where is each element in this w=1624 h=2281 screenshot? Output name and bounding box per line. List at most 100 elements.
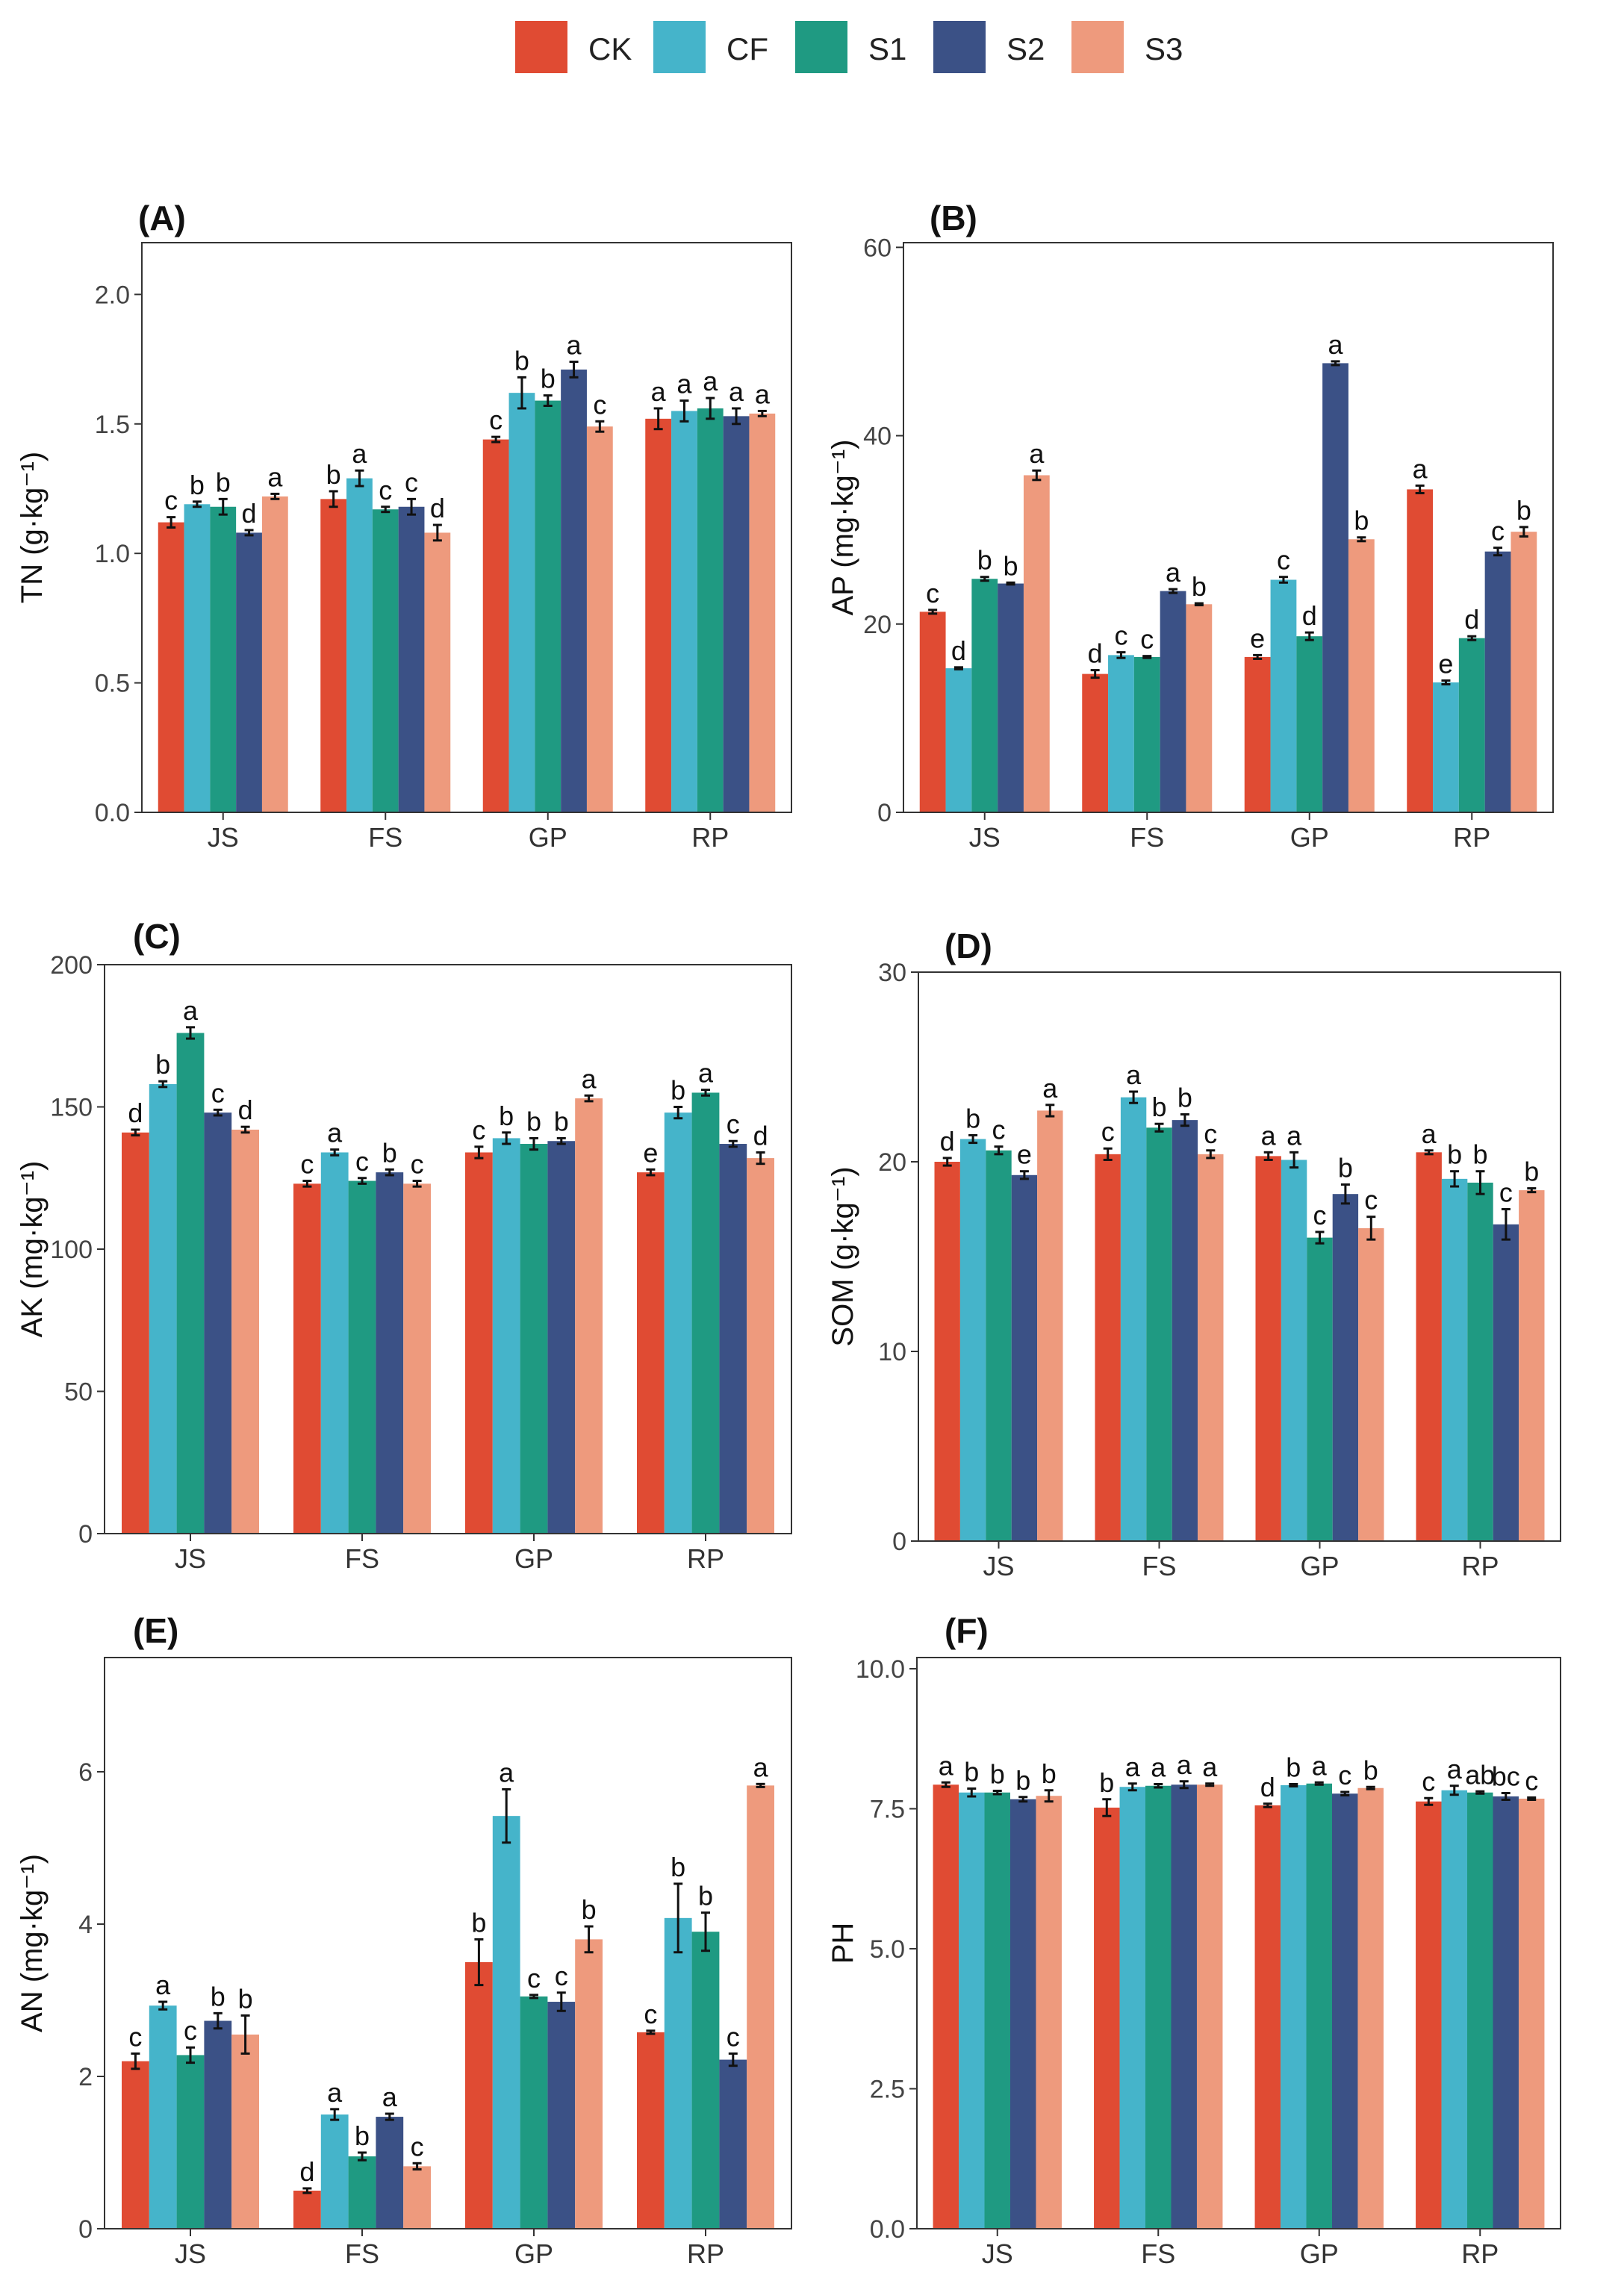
bar-cf-js <box>184 504 211 812</box>
panel-label: (B) <box>930 199 977 237</box>
error-bar <box>728 1139 738 1148</box>
bar-s3-js <box>1036 1796 1062 2229</box>
bar-s1-fs <box>348 1180 376 1534</box>
y-tick-label: 10.0 <box>856 1655 905 1684</box>
error-bar <box>385 1168 394 1177</box>
bar-s2-gp <box>547 2002 576 2229</box>
error-bar <box>1129 1090 1139 1104</box>
y-tick-label: 10 <box>878 1338 906 1366</box>
bar-s1-rp <box>1467 1792 1493 2229</box>
significance-letter: a <box>1151 1752 1166 1783</box>
bar-cf-js <box>149 1084 177 1534</box>
legend-swatch <box>653 21 706 73</box>
plot-frame <box>903 242 1554 813</box>
significance-letter: c <box>1525 1766 1538 1796</box>
y-tick-label: 5.0 <box>870 1935 905 1964</box>
bar-s1-gp <box>535 400 561 812</box>
significance-letter: b <box>582 1894 597 1925</box>
error-bar <box>1527 1187 1537 1194</box>
bar-s1-rp <box>1467 1182 1493 1541</box>
bar-s2-js <box>1011 1174 1038 1541</box>
bar-ck-gp <box>1244 656 1271 812</box>
bar-s2-gp <box>1332 1194 1359 1541</box>
error-bar <box>1179 1780 1189 1790</box>
significance-letter: b <box>671 1075 685 1106</box>
error-bar <box>358 1177 367 1185</box>
error-bar <box>1127 1782 1137 1792</box>
error-bar <box>1116 651 1126 659</box>
error-bar <box>584 1925 594 1954</box>
significance-letter: c <box>644 1999 657 2029</box>
significance-letter: b <box>964 1757 979 1787</box>
error-bar <box>584 1094 594 1103</box>
y-axis-label: AN (mg·kg⁻¹) <box>16 1854 49 2032</box>
y-tick-label: 100 <box>50 1236 93 1264</box>
x-tick-label: GP <box>1300 2238 1339 2269</box>
plot-frame <box>104 1657 792 2229</box>
error-bar <box>1527 1796 1537 1801</box>
error-bar <box>529 1136 538 1151</box>
significance-letter: b <box>541 364 556 394</box>
y-axis-label: AK (mg·kg⁻¹) <box>16 1161 49 1338</box>
error-bar <box>1475 1790 1485 1795</box>
bar-ck-fs <box>293 1183 321 1534</box>
error-bar <box>1424 1796 1434 1806</box>
significance-letter: a <box>1261 1120 1277 1151</box>
bar-s1-fs <box>348 2156 376 2229</box>
legend-label: S3 <box>1145 31 1183 66</box>
error-bar <box>646 2029 656 2035</box>
bar-s3-rp <box>747 1785 774 2229</box>
significance-letter: d <box>951 635 966 666</box>
error-bar <box>213 1108 223 1117</box>
significance-letter: b <box>382 1137 397 1168</box>
bar-cf-fs <box>320 2114 349 2229</box>
error-bar <box>701 1911 710 1952</box>
bar-ck-gp <box>1254 1805 1281 2229</box>
error-bar <box>1194 602 1204 607</box>
bar-s1-js <box>986 1150 1012 1541</box>
error-bar <box>595 420 605 433</box>
error-bar <box>355 469 364 488</box>
x-tick-label: GP <box>514 2238 553 2269</box>
error-bar <box>1340 1183 1350 1205</box>
bar-s3-gp <box>575 1939 603 2229</box>
error-bar <box>385 2112 394 2121</box>
error-bar <box>1045 1104 1055 1118</box>
bar-s2-fs <box>376 1172 404 1534</box>
significance-letter: b <box>155 1049 170 1080</box>
error-bar <box>1501 1208 1511 1241</box>
bar-s3-js <box>231 1129 259 1534</box>
error-bar <box>218 497 228 516</box>
significance-letter: b <box>977 545 992 576</box>
bar-s1-gp <box>1306 1783 1332 2229</box>
y-tick-label: 4 <box>78 1911 93 1939</box>
x-tick-label: FS <box>1130 822 1164 853</box>
significance-letter: a <box>676 369 692 399</box>
bar-ck-js <box>934 1162 960 1541</box>
bar-cf-rp <box>664 1917 692 2229</box>
significance-letter: c <box>128 2021 142 2052</box>
x-tick-label: FS <box>345 1543 379 1574</box>
error-bar <box>244 529 254 537</box>
significance-letter: a <box>567 330 582 361</box>
bar-s3-fs <box>403 1183 431 1534</box>
bar-ck-rp <box>1416 1801 1442 2229</box>
significance-letter: e <box>1438 648 1453 679</box>
significance-letter: e <box>1017 1139 1032 1170</box>
significance-letter: b <box>471 1907 486 1938</box>
bar-s3-gp <box>1348 539 1375 812</box>
bar-ck-rp <box>645 418 672 812</box>
y-tick-label: 2.0 <box>95 281 130 309</box>
bar-s2-js <box>204 1113 232 1534</box>
panel-label: (E) <box>133 1611 178 1650</box>
x-tick-label: RP <box>1461 2238 1499 2269</box>
bar-s3-rp <box>1518 1799 1545 2229</box>
bar-ck-fs <box>1082 673 1109 812</box>
significance-letter: b <box>698 1881 713 1911</box>
significance-letter: b <box>1338 1152 1353 1183</box>
error-bar <box>1206 1149 1216 1160</box>
error-bar <box>412 2162 422 2170</box>
